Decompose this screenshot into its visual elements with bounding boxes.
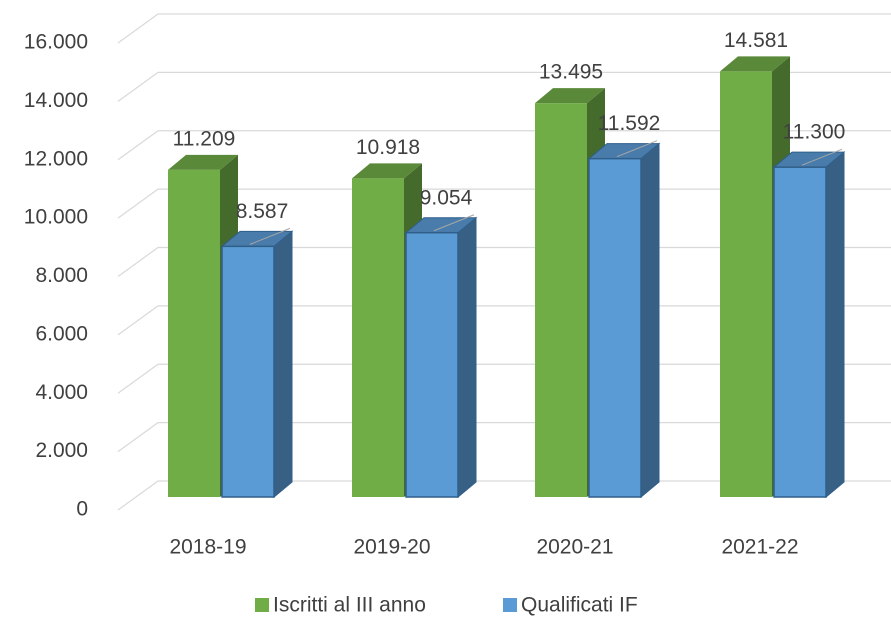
legend-swatch xyxy=(255,598,269,612)
data-label: 13.495 xyxy=(539,61,603,84)
bar-face xyxy=(588,157,642,498)
x-tick-label: 2021-22 xyxy=(721,536,798,559)
grid-line xyxy=(117,71,891,102)
bar-face xyxy=(773,166,827,498)
bar-face xyxy=(168,154,238,170)
data-label: 14.581 xyxy=(724,29,788,52)
bar-face xyxy=(535,103,587,497)
bar xyxy=(587,142,661,499)
bar xyxy=(772,151,846,499)
bar-face xyxy=(352,178,404,497)
data-label: 9.054 xyxy=(420,186,473,209)
grid-line xyxy=(117,130,891,161)
y-tick-label: 8.000 xyxy=(35,264,88,287)
leader-line xyxy=(433,214,475,232)
bar-face xyxy=(457,216,477,499)
grid-line xyxy=(117,13,891,44)
data-label: 11.209 xyxy=(173,127,236,150)
bar-face xyxy=(535,88,605,104)
bar-face xyxy=(825,151,845,499)
leader-line xyxy=(616,140,658,158)
legend-label: Qualificati IF xyxy=(521,594,638,617)
data-label: 11.592 xyxy=(598,112,661,135)
x-tick-label: 2019-20 xyxy=(353,536,430,559)
y-tick-label: 16.000 xyxy=(24,31,88,54)
y-tick-label: 12.000 xyxy=(24,147,88,170)
bar-face xyxy=(720,56,790,72)
bar-face xyxy=(273,230,293,499)
data-label: 11.300 xyxy=(783,121,846,144)
legend-swatch xyxy=(503,598,517,612)
bar-face xyxy=(221,245,275,498)
bar-face xyxy=(640,142,660,499)
x-tick-label: 2018-19 xyxy=(169,536,246,559)
y-tick-label: 6.000 xyxy=(35,322,88,345)
y-tick-label: 14.000 xyxy=(24,89,88,112)
y-tick-label: 2.000 xyxy=(35,439,88,462)
leader-line xyxy=(801,148,843,166)
bar-face xyxy=(352,163,422,179)
bar-face xyxy=(168,169,220,497)
legend-label: Iscritti al III anno xyxy=(273,594,426,617)
y-tick-label: 10.000 xyxy=(24,206,88,229)
x-tick-label: 2020-21 xyxy=(536,536,613,559)
leader-line xyxy=(249,227,291,245)
bar xyxy=(220,230,294,499)
y-tick-label: 0 xyxy=(76,498,88,521)
data-label: 10.918 xyxy=(356,136,420,159)
bar-face xyxy=(720,71,772,498)
data-label: 8.587 xyxy=(236,200,289,223)
bar-face xyxy=(405,231,459,498)
y-tick-label: 4.000 xyxy=(35,381,88,404)
bar xyxy=(404,216,478,499)
